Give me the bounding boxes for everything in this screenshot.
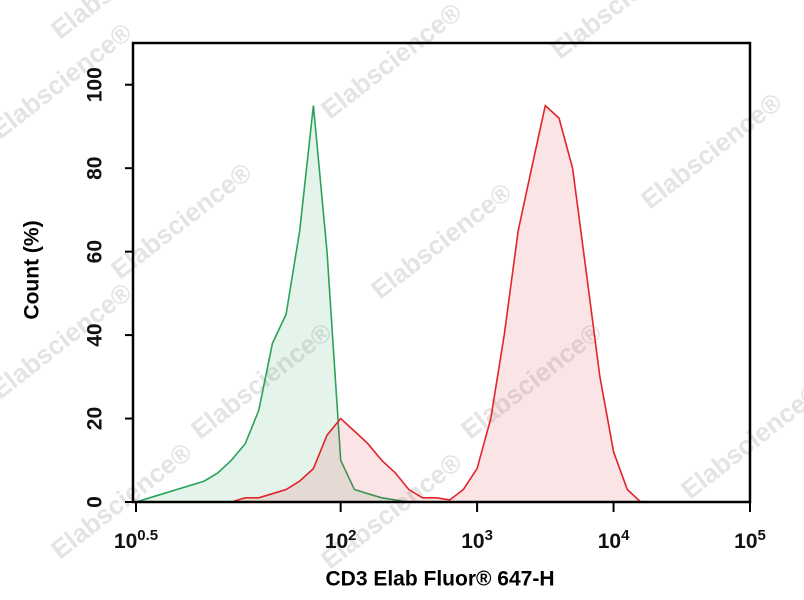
x-tick-label: 103 (461, 527, 493, 553)
y-tick-label: 40 (84, 323, 107, 346)
x-tick-label: 102 (325, 527, 357, 553)
area-fill (136, 105, 669, 502)
x-tick-label: 105 (734, 527, 766, 553)
watermark: Elabscience® (315, 0, 467, 125)
x-tick-base: 10 (734, 530, 757, 553)
y-tick-label: 0 (84, 496, 107, 508)
x-tick-base: 10 (598, 530, 621, 553)
y-tick-label: 60 (84, 240, 107, 263)
plot-frame (131, 41, 752, 504)
watermark: Elabscience® (675, 377, 804, 505)
x-tick-label: 104 (598, 527, 630, 553)
watermark: Elabscience® (635, 87, 787, 215)
x-tick-base: 10 (114, 530, 137, 553)
x-tick-label: 100.5 (114, 527, 158, 553)
y-axis-title: Count (%) (21, 220, 44, 319)
x-axis-title: CD3 Elab Fluor® 647-H (325, 568, 554, 591)
watermark: Elabscience® (545, 0, 697, 65)
x-tick-exponent: 3 (485, 527, 493, 544)
x-tick-exponent: 5 (758, 527, 766, 544)
watermark: Elabscience® (365, 177, 517, 305)
x-tick-base: 10 (461, 530, 484, 553)
watermark: Elabscience® (105, 157, 257, 285)
y-tick-label: 100 (84, 67, 107, 102)
x-tick-base: 10 (325, 530, 348, 553)
y-tick-label: 20 (84, 407, 107, 430)
area-fill (136, 105, 669, 502)
x-tick-exponent: 2 (348, 527, 356, 544)
plot-area (135, 104, 669, 503)
x-tick-exponent: 4 (621, 527, 630, 544)
x-tick-exponent: 0.5 (137, 527, 158, 544)
y-tick-label: 80 (84, 157, 107, 180)
